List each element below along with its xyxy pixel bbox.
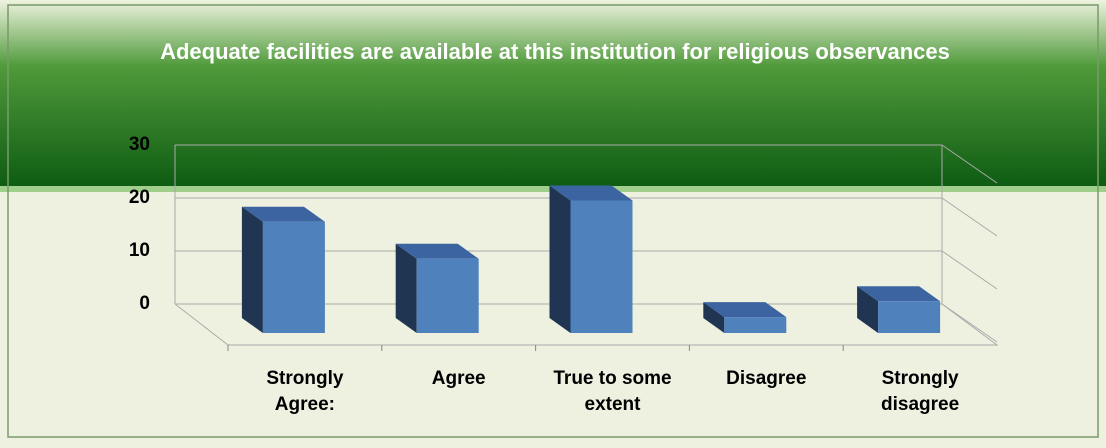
bar [549, 185, 633, 333]
y-tick-label: 30 [129, 134, 150, 155]
grid-line-side [941, 197, 998, 237]
bar-front [262, 221, 325, 333]
grid-line-side [941, 250, 998, 290]
bar-top [395, 243, 479, 259]
y-tick-label: 10 [129, 240, 150, 261]
bar [395, 243, 479, 333]
header-band [0, 0, 1106, 190]
grid-line-side [941, 144, 998, 184]
x-tick-label: Strongly Agree: [266, 368, 344, 415]
bar-front [416, 258, 479, 333]
x-tick-label: Disagree [726, 368, 807, 389]
x-tick-label: Strongly disagree [881, 368, 960, 415]
chart-title: Adequate facilities are available at thi… [160, 39, 950, 64]
bar [703, 302, 787, 333]
y-tick-label: 20 [129, 187, 150, 208]
y-tick-label: 0 [139, 293, 150, 314]
bar-side [395, 243, 417, 333]
bar-side [241, 206, 263, 333]
bar-top [549, 185, 633, 201]
bar-top [857, 286, 941, 302]
bar [241, 206, 325, 333]
bar [857, 286, 941, 333]
bar-side [857, 286, 879, 333]
bar-front [570, 200, 633, 333]
floor [174, 303, 999, 346]
bar-top [241, 206, 325, 222]
x-tick-label: Agree [431, 368, 486, 389]
bar-top [703, 302, 787, 318]
chart-border [7, 4, 1099, 438]
bar-side [549, 185, 571, 333]
x-tick-label: True to some extent [553, 368, 672, 415]
bar-side [703, 302, 725, 333]
bar-front [878, 301, 941, 333]
bar-front [724, 317, 787, 333]
